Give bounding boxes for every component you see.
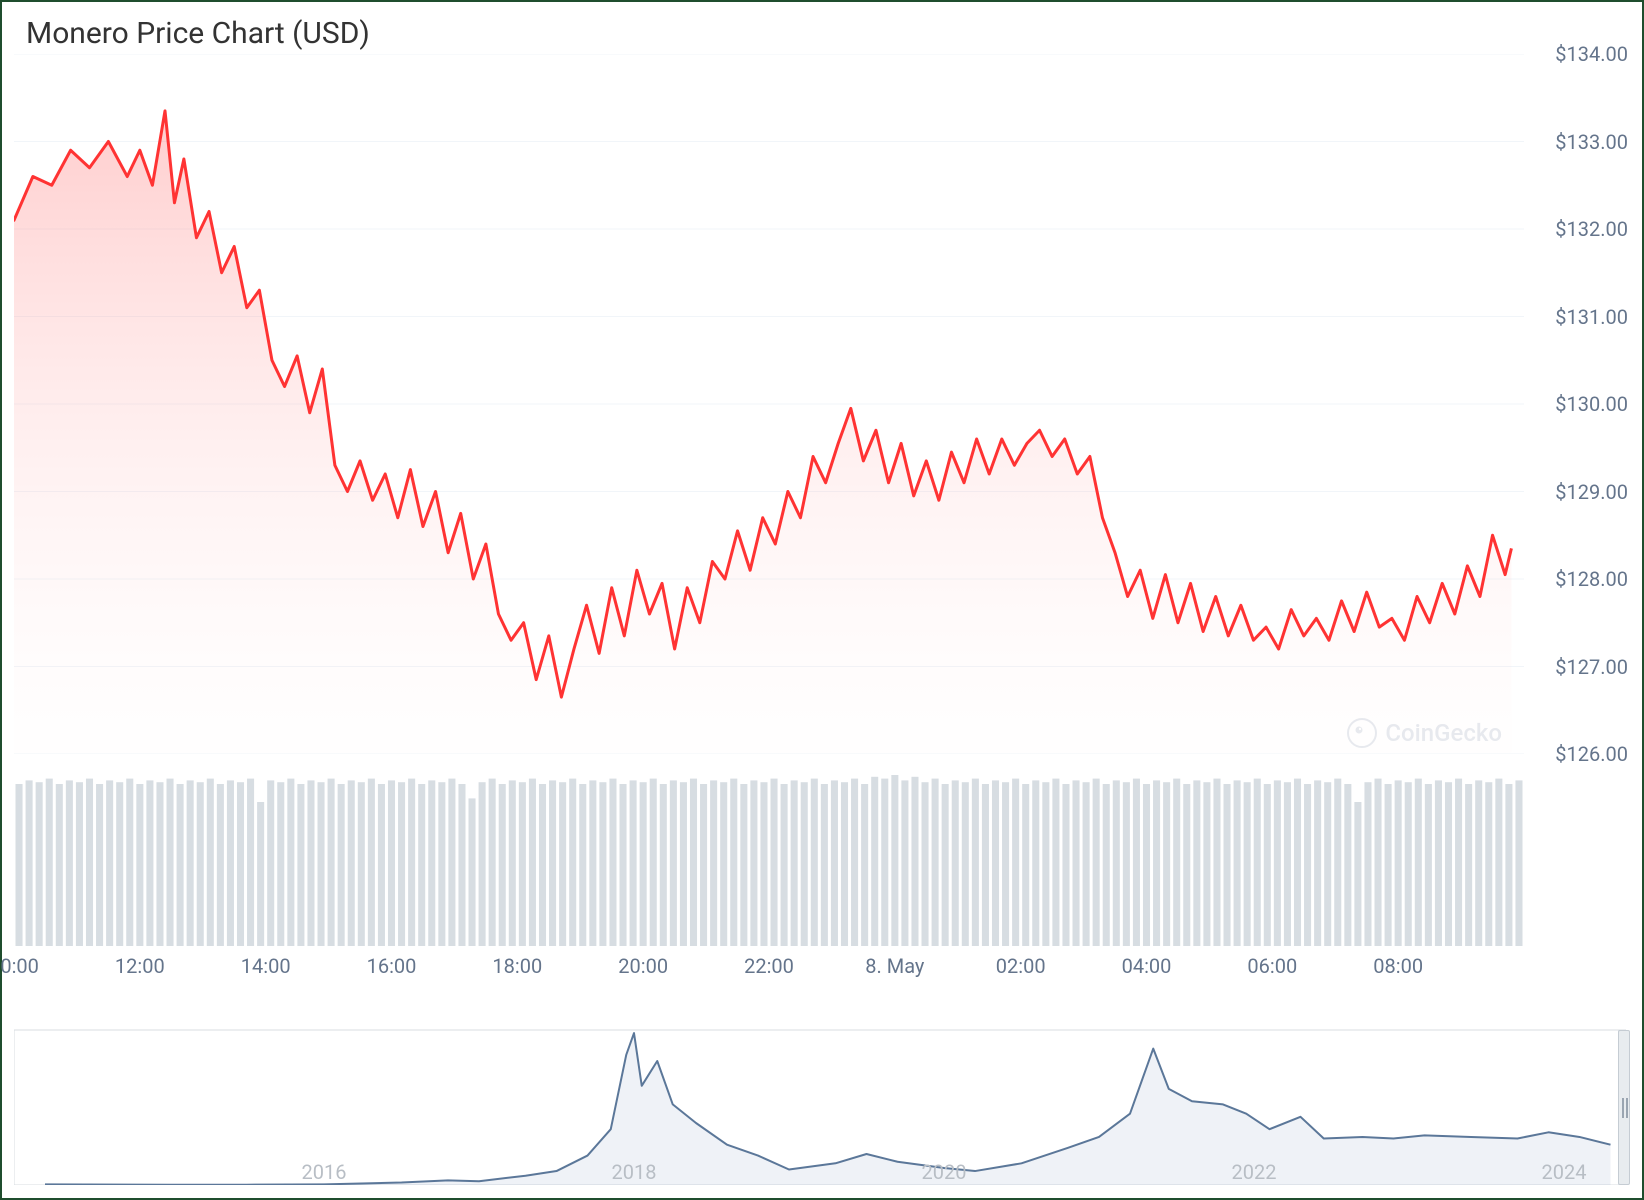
y-tick-label: $132.00: [1555, 217, 1628, 241]
y-tick-label: $126.00: [1555, 742, 1628, 766]
chart-title: Monero Price Chart (USD): [26, 16, 370, 51]
x-tick-label: 12:00: [115, 954, 165, 978]
main-price-chart[interactable]: [14, 54, 1524, 754]
y-tick-label: $130.00: [1555, 392, 1628, 416]
watermark: CoinGecko: [1347, 718, 1502, 748]
nav-tick-label: 2022: [1232, 1160, 1277, 1184]
navigator-chart[interactable]: 2016 2018 2020 2022 2024: [14, 1020, 1626, 1185]
nav-tick-label: 2018: [612, 1160, 657, 1184]
watermark-text: CoinGecko: [1385, 719, 1502, 747]
x-axis-labels: 10:0012:0014:0016:0018:0020:0022:008. Ma…: [14, 954, 1524, 984]
y-tick-label: $134.00: [1555, 42, 1628, 66]
x-tick-label: 16:00: [367, 954, 417, 978]
y-tick-label: $128.00: [1555, 567, 1628, 591]
y-tick-label: $129.00: [1555, 480, 1628, 504]
x-tick-label: 02:00: [996, 954, 1046, 978]
x-tick-label: 10:00: [0, 954, 39, 978]
coingecko-icon: [1347, 718, 1377, 748]
navigator-handle[interactable]: [1618, 1030, 1630, 1185]
y-tick-label: $127.00: [1555, 655, 1628, 679]
nav-tick-label: 2020: [922, 1160, 967, 1184]
x-tick-label: 04:00: [1122, 954, 1172, 978]
x-tick-label: 22:00: [744, 954, 794, 978]
x-tick-label: 14:00: [241, 954, 291, 978]
volume-chart[interactable]: [14, 766, 1524, 946]
y-axis-labels: $134.00$133.00$132.00$131.00$130.00$129.…: [1528, 54, 1628, 754]
y-tick-label: $131.00: [1555, 305, 1628, 329]
x-tick-label: 20:00: [618, 954, 668, 978]
x-tick-label: 18:00: [492, 954, 542, 978]
x-tick-label: 8. May: [865, 954, 924, 978]
nav-tick-label: 2024: [1542, 1160, 1587, 1184]
x-tick-label: 08:00: [1373, 954, 1423, 978]
y-tick-label: $133.00: [1555, 130, 1628, 154]
chart-container: Monero Price Chart (USD) $134.00 $133.00 $…: [0, 0, 1644, 1200]
x-tick-label: 06:00: [1247, 954, 1297, 978]
nav-tick-label: 2016: [302, 1160, 347, 1184]
